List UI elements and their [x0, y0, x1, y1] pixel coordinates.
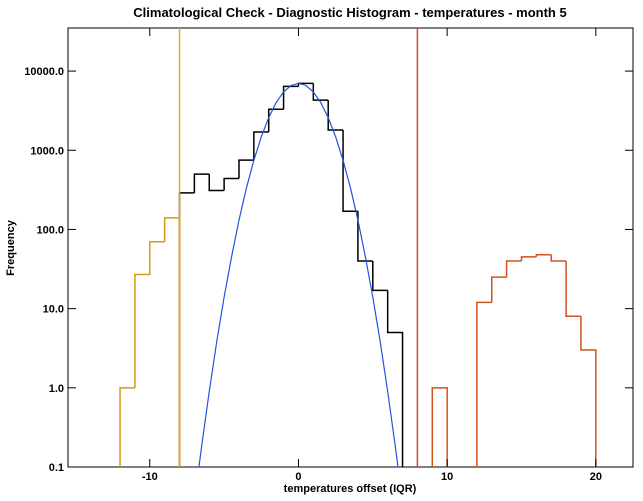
- histogram-bin: [282, 85, 299, 110]
- histogram-bin: [119, 387, 135, 467]
- histogram-bin: [372, 260, 388, 292]
- x-tick-label: -10: [142, 471, 158, 483]
- histogram-bin: [208, 174, 225, 192]
- histogram-bin: [565, 260, 581, 318]
- x-tick-label: 10: [441, 471, 453, 483]
- y-tick-label: 10000.0: [24, 66, 64, 78]
- histogram-bin: [267, 108, 284, 133]
- histogram-bin: [476, 301, 492, 467]
- histogram-bin: [238, 159, 254, 179]
- histogram-bin: [327, 100, 344, 131]
- histogram-bin: [223, 177, 239, 191]
- histogram-bin: [149, 240, 165, 275]
- y-tick-label: 100.0: [36, 224, 64, 236]
- histogram-bin: [178, 192, 195, 467]
- histogram-bin: [550, 254, 567, 262]
- histogram-bin: [163, 217, 181, 467]
- histogram-bin: [134, 273, 150, 388]
- histogram-bin: [193, 173, 210, 193]
- plot-frame: [67, 27, 634, 468]
- histogram-bin: [520, 256, 537, 261]
- histogram-bin: [491, 276, 507, 303]
- y-axis-label: Frequency: [5, 219, 17, 276]
- y-tick-label: 10.0: [43, 304, 64, 316]
- x-axis-label: temperatures offset (IQR): [284, 483, 417, 495]
- histogram-bin: [505, 260, 522, 278]
- histogram-bin: [535, 253, 552, 257]
- y-tick-label: 1000.0: [30, 145, 64, 157]
- plot-area: [119, 28, 597, 467]
- histogram-bin: [312, 83, 329, 101]
- histogram-bin: [386, 290, 404, 467]
- histogram-bin: [357, 211, 373, 262]
- x-tick-label: 20: [590, 471, 602, 483]
- histogram-bin: [342, 130, 358, 212]
- histogram-bin: [580, 316, 597, 467]
- histogram-bin: [431, 387, 448, 467]
- gaussian-fit: [198, 82, 399, 467]
- x-tick-label: 0: [295, 471, 301, 483]
- y-tick-label: 1.0: [49, 383, 64, 395]
- chart-title: Climatological Check - Diagnostic Histog…: [133, 5, 566, 20]
- y-tick-label: 0.1: [49, 462, 64, 474]
